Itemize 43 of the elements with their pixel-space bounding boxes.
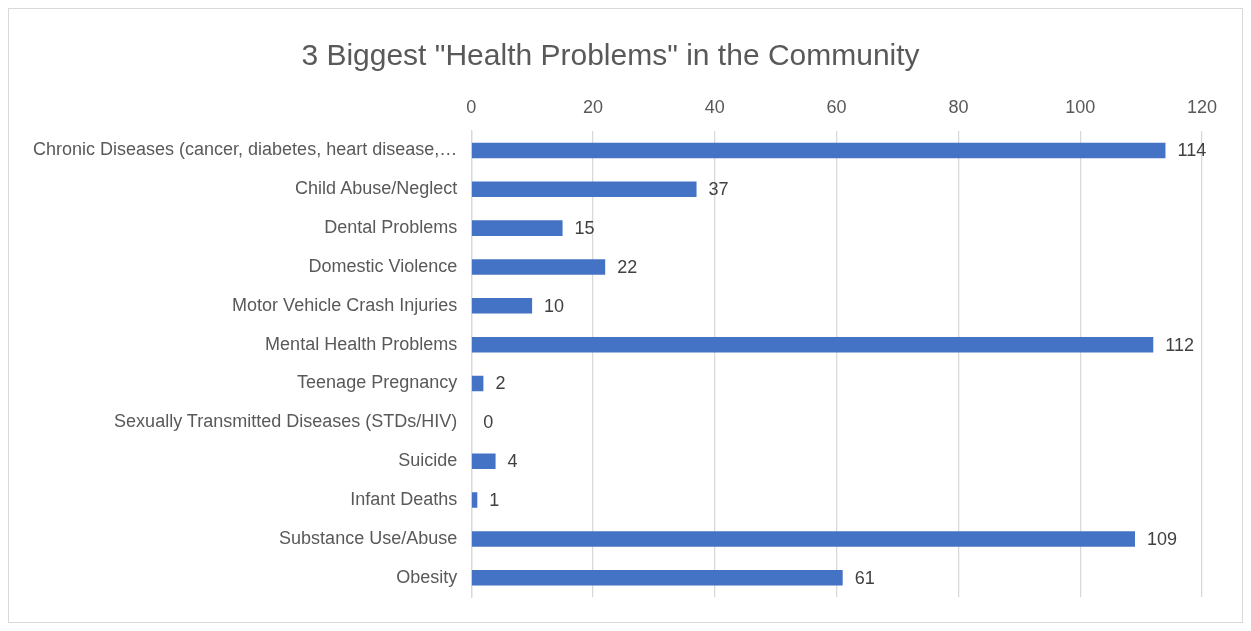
y-tick-label: Dental Problems [324,217,458,238]
x-tick-label: 100 [1065,96,1096,117]
x-tick-label: 40 [704,96,725,117]
data-label: 2 [495,373,506,394]
data-label: 22 [617,256,638,277]
data-label: 109 [1147,528,1178,549]
y-tick-label: Sexually Transmitted Diseases (STDs/HIV) [114,411,458,432]
y-tick-label: Suicide [398,450,458,471]
data-label: 37 [708,179,729,200]
y-tick-label: Teenage Pregnancy [297,372,458,393]
bar [471,570,843,586]
bar [471,220,563,236]
bar [471,259,606,275]
data-label: 1 [489,490,500,511]
y-tick-label: Obesity [396,566,458,587]
y-tick-label: Motor Vehicle Crash Injuries [232,294,458,315]
data-label: 112 [1165,334,1194,355]
bar [471,531,1136,547]
y-tick-label: Infant Deaths [350,489,458,510]
bar [471,375,484,392]
bar [471,142,1166,159]
y-tick-label: Mental Health Problems [265,333,458,354]
bar [471,453,496,469]
bar [471,336,1154,353]
chart-title: 3 Biggest "Health Problems" in the Community [301,38,920,72]
x-tick-label: 60 [826,96,847,117]
data-label: 61 [854,567,875,588]
data-label: 4 [507,451,518,472]
y-tick-label: Chronic Diseases (cancer, diabetes, heart disease,… [32,139,458,160]
x-tick-label: 0 [466,96,477,117]
data-label: 10 [544,295,565,316]
x-tick-label: 80 [948,96,969,117]
bar [471,298,533,314]
y-tick-label: Domestic Violence [308,255,458,276]
bar [471,492,478,508]
bar [471,181,697,198]
data-label: 15 [574,218,595,239]
data-label: 0 [483,412,494,433]
x-tick-label: 20 [583,96,604,117]
y-tick-label: Substance Use/Abuse [279,527,458,548]
x-tick-label: 120 [1186,96,1218,117]
y-tick-label: Child Abuse/Neglect [295,178,458,199]
data-label: 114 [1177,140,1207,161]
